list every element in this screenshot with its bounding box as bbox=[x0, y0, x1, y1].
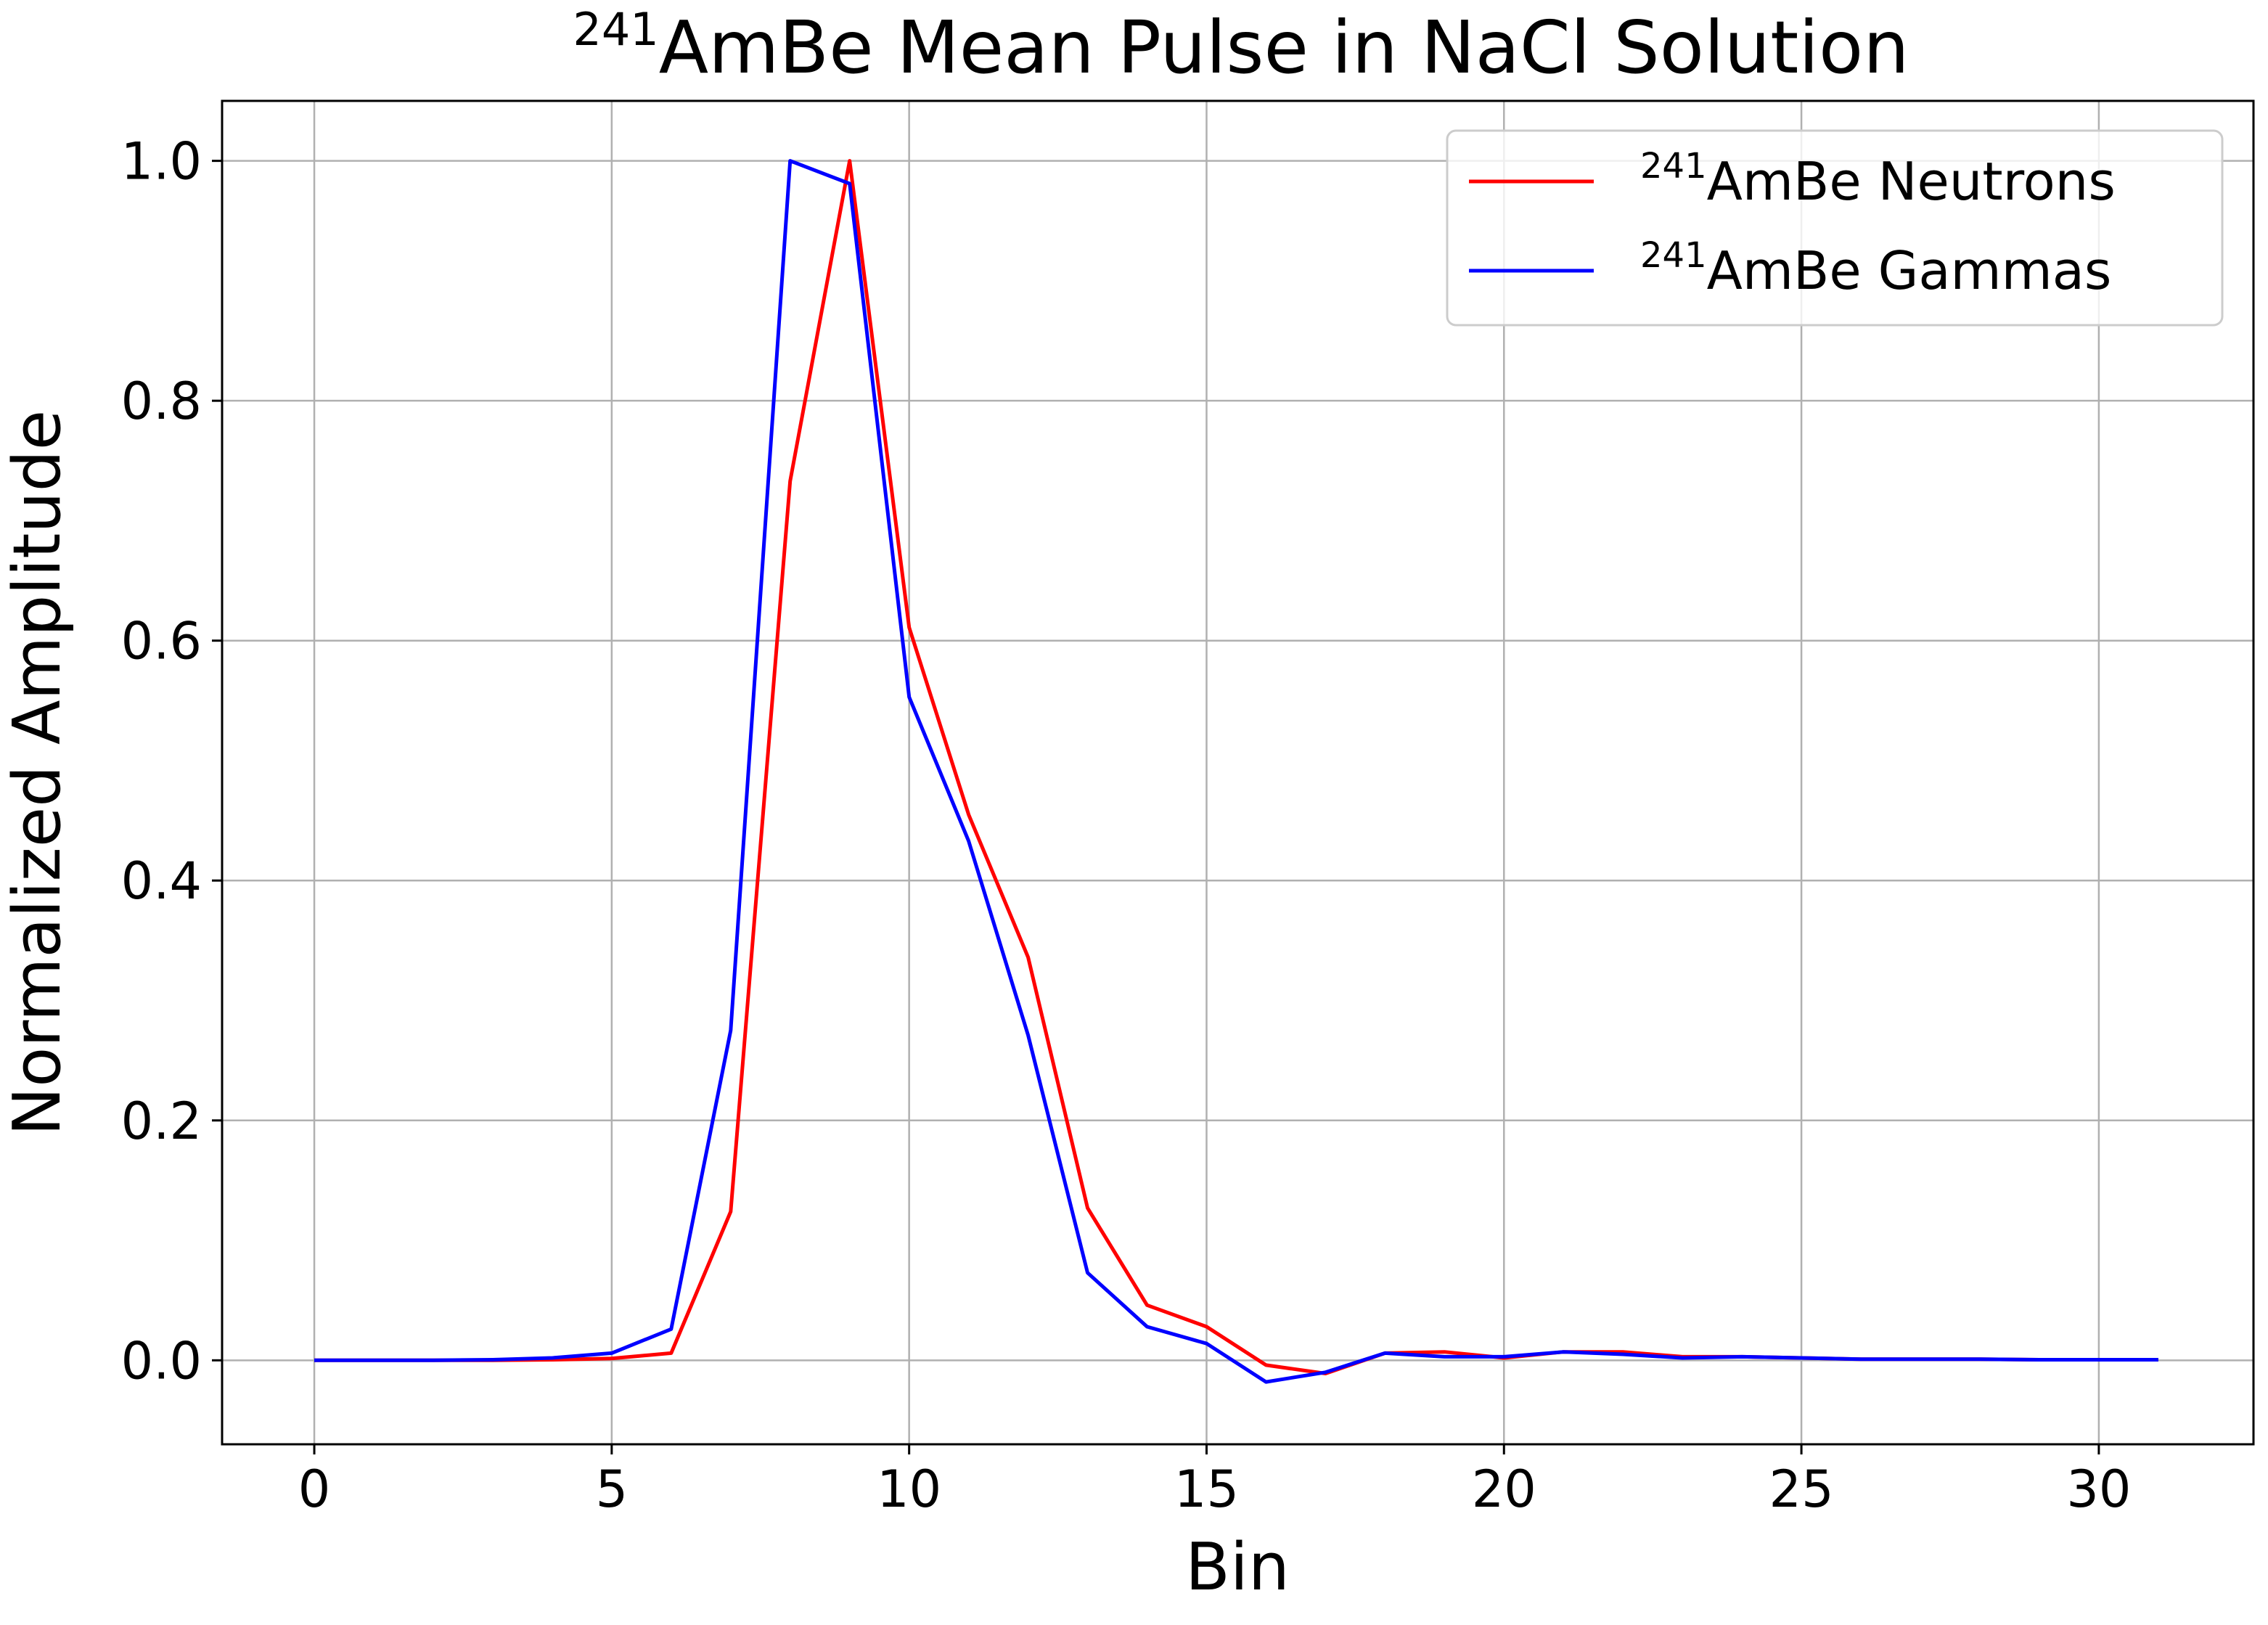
chart-title-superscript: 241 bbox=[573, 3, 658, 56]
y-tick-label: 0.2 bbox=[121, 1092, 202, 1151]
y-tick-label: 0.8 bbox=[121, 372, 202, 431]
chart-title: 241AmBe Mean Pulse in NaCl Solution bbox=[573, 3, 1909, 90]
x-tick-label: 25 bbox=[1769, 1460, 1834, 1519]
legend-label-gammas: 241AmBe Gammas bbox=[1640, 235, 2111, 301]
plot-frame bbox=[221, 99, 2255, 1446]
y-tick-label: 0.6 bbox=[121, 612, 202, 671]
y-tick-label: 0.4 bbox=[121, 851, 202, 911]
y-axis-ticks: 0.0 0.2 0.4 0.6 0.8 1.0 bbox=[121, 132, 222, 1391]
legend-box bbox=[1446, 129, 2224, 327]
series-layer bbox=[314, 159, 2158, 1384]
legend: 241AmBe Neutrons 241AmBe Gammas bbox=[1446, 129, 2224, 327]
legend-label-neutrons: 241AmBe Neutrons bbox=[1640, 146, 2116, 212]
y-tick-label: 0.0 bbox=[121, 1331, 202, 1391]
x-tick-label: 30 bbox=[2066, 1460, 2131, 1519]
y-axis-title: Normalized Amplitude bbox=[0, 410, 75, 1136]
x-tick-label: 10 bbox=[877, 1460, 941, 1519]
x-tick-label: 5 bbox=[596, 1460, 629, 1519]
x-axis-title: Bin bbox=[1185, 1529, 1290, 1605]
chart-title-main: AmBe Mean Pulse in NaCl Solution bbox=[659, 5, 1909, 90]
legend-label-gammas-superscript: 241 bbox=[1640, 235, 1707, 276]
legend-label-neutrons-superscript: 241 bbox=[1640, 146, 1707, 187]
y-tick-label: 1.0 bbox=[121, 132, 202, 192]
x-tick-label: 0 bbox=[298, 1460, 331, 1519]
legend-label-neutrons-main: AmBe Neutrons bbox=[1707, 151, 2116, 212]
x-tick-label: 15 bbox=[1174, 1460, 1239, 1519]
x-tick-label: 20 bbox=[1472, 1460, 1536, 1519]
x-axis-ticks: 0 5 10 15 20 25 30 bbox=[298, 1444, 2131, 1519]
legend-label-gammas-main: AmBe Gammas bbox=[1707, 240, 2112, 301]
series-line-gammas bbox=[314, 159, 2158, 1384]
